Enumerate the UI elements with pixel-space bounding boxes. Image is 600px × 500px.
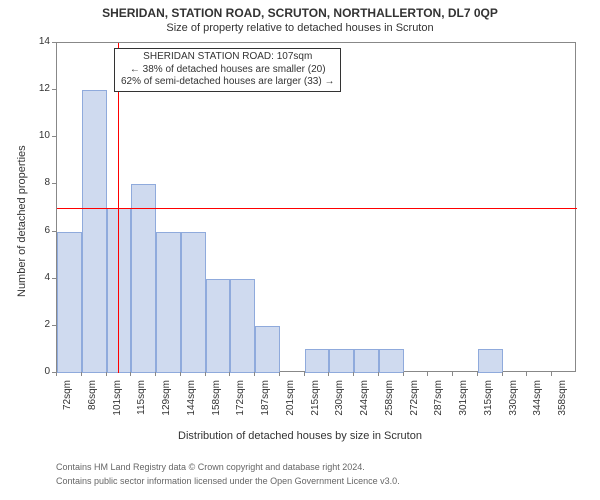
x-tick-label: 72sqm <box>62 380 73 420</box>
y-tick-label: 10 <box>26 130 50 141</box>
x-tick-mark <box>403 372 404 376</box>
chart-plot-area <box>56 42 576 372</box>
y-tick-mark <box>52 278 56 279</box>
y-tick-label: 12 <box>26 83 50 94</box>
x-tick-label: 287sqm <box>433 380 444 420</box>
x-tick-mark <box>477 372 478 376</box>
x-tick-label: 258sqm <box>384 380 395 420</box>
histogram-bar <box>354 349 379 373</box>
y-tick-label: 4 <box>26 272 50 283</box>
marker-hline <box>57 208 577 209</box>
x-tick-mark <box>254 372 255 376</box>
x-tick-label: 129sqm <box>161 380 172 420</box>
x-tick-label: 244sqm <box>359 380 370 420</box>
x-tick-mark <box>452 372 453 376</box>
x-tick-mark <box>180 372 181 376</box>
x-tick-mark <box>551 372 552 376</box>
x-tick-label: 158sqm <box>211 380 222 420</box>
x-tick-label: 315sqm <box>483 380 494 420</box>
x-tick-mark <box>279 372 280 376</box>
x-tick-mark <box>427 372 428 376</box>
x-tick-mark <box>526 372 527 376</box>
histogram-bar <box>478 349 503 373</box>
x-tick-label: 230sqm <box>334 380 345 420</box>
callout-line: 62% of semi-detached houses are larger (… <box>121 76 334 89</box>
x-tick-mark <box>81 372 82 376</box>
histogram-bar <box>156 232 181 373</box>
y-tick-mark <box>52 42 56 43</box>
x-tick-mark <box>205 372 206 376</box>
x-tick-label: 344sqm <box>532 380 543 420</box>
x-tick-mark <box>502 372 503 376</box>
histogram-bar <box>329 349 354 373</box>
footer-line-1: Contains HM Land Registry data © Crown c… <box>56 462 365 472</box>
x-tick-label: 86sqm <box>87 380 98 420</box>
x-tick-label: 215sqm <box>310 380 321 420</box>
x-tick-mark <box>130 372 131 376</box>
x-tick-mark <box>155 372 156 376</box>
x-tick-label: 144sqm <box>186 380 197 420</box>
x-tick-label: 330sqm <box>508 380 519 420</box>
x-tick-mark <box>229 372 230 376</box>
x-tick-label: 187sqm <box>260 380 271 420</box>
x-tick-label: 358sqm <box>557 380 568 420</box>
y-tick-mark <box>52 183 56 184</box>
x-tick-mark <box>378 372 379 376</box>
y-tick-label: 6 <box>26 225 50 236</box>
histogram-bar <box>379 349 404 373</box>
histogram-bar <box>181 232 206 373</box>
x-tick-label: 201sqm <box>285 380 296 420</box>
x-tick-mark <box>56 372 57 376</box>
x-tick-label: 172sqm <box>235 380 246 420</box>
histogram-bar <box>206 279 231 373</box>
y-tick-mark <box>52 231 56 232</box>
histogram-bar <box>255 326 280 373</box>
histogram-bar <box>82 90 107 373</box>
histogram-bar <box>107 208 132 373</box>
callout-box: SHERIDAN STATION ROAD: 107sqm← 38% of de… <box>114 48 341 92</box>
callout-line: SHERIDAN STATION ROAD: 107sqm <box>121 51 334 64</box>
y-tick-mark <box>52 89 56 90</box>
x-tick-mark <box>304 372 305 376</box>
x-tick-label: 272sqm <box>409 380 420 420</box>
histogram-bar <box>305 349 330 373</box>
x-tick-mark <box>328 372 329 376</box>
histogram-bar <box>131 184 156 373</box>
histogram-bar <box>230 279 255 373</box>
y-tick-label: 14 <box>26 36 50 47</box>
marker-vline <box>118 43 119 373</box>
y-tick-label: 2 <box>26 319 50 330</box>
x-tick-label: 115sqm <box>136 380 147 420</box>
page-title: SHERIDAN, STATION ROAD, SCRUTON, NORTHAL… <box>0 6 600 20</box>
x-tick-label: 301sqm <box>458 380 469 420</box>
x-tick-label: 101sqm <box>112 380 123 420</box>
page-subtitle: Size of property relative to detached ho… <box>0 22 600 34</box>
x-axis-label: Distribution of detached houses by size … <box>0 430 600 442</box>
footer-line-2: Contains public sector information licen… <box>56 476 400 486</box>
callout-line: ← 38% of detached houses are smaller (20… <box>121 64 334 77</box>
y-tick-label: 0 <box>26 366 50 377</box>
x-tick-mark <box>106 372 107 376</box>
histogram-bar <box>57 232 82 373</box>
y-tick-label: 8 <box>26 177 50 188</box>
x-tick-mark <box>353 372 354 376</box>
y-tick-mark <box>52 136 56 137</box>
y-tick-mark <box>52 325 56 326</box>
